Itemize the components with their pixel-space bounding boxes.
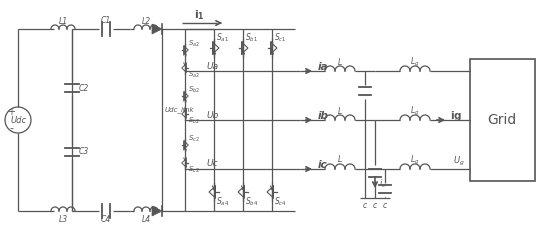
Polygon shape — [152, 24, 162, 34]
Text: c: c — [383, 201, 387, 210]
Text: Grid: Grid — [487, 113, 516, 127]
Text: $\mathbf{i_1}$: $\mathbf{i_1}$ — [194, 8, 205, 22]
Polygon shape — [209, 186, 216, 198]
Text: L3: L3 — [58, 214, 68, 223]
Text: C4: C4 — [101, 216, 111, 224]
Polygon shape — [213, 42, 219, 54]
Text: Uc: Uc — [206, 159, 218, 168]
Text: L: L — [338, 107, 342, 115]
Text: $S_{b4}$: $S_{b4}$ — [245, 196, 258, 208]
Polygon shape — [182, 110, 186, 118]
Polygon shape — [271, 42, 277, 54]
Text: Udc: Udc — [11, 115, 27, 125]
Text: L: L — [338, 58, 342, 66]
Text: $i_c$: $i_c$ — [379, 178, 387, 190]
Text: C3: C3 — [79, 147, 89, 157]
Text: L4: L4 — [141, 214, 151, 223]
Text: $S_{a2}$: $S_{a2}$ — [188, 70, 200, 80]
Text: c: c — [373, 201, 377, 210]
Text: Ua: Ua — [206, 61, 218, 71]
Text: $S_{a4}$: $S_{a4}$ — [216, 196, 229, 208]
Polygon shape — [267, 186, 273, 198]
Text: $S_{a1}$: $S_{a1}$ — [216, 32, 229, 44]
Polygon shape — [182, 64, 186, 72]
Polygon shape — [184, 46, 188, 54]
Text: +: + — [7, 107, 15, 117]
Text: $S_{b1}$: $S_{b1}$ — [245, 32, 258, 44]
Text: $L_g$: $L_g$ — [410, 55, 420, 69]
Bar — [470, 59, 535, 181]
Text: $S_{a2}$: $S_{a2}$ — [188, 39, 200, 49]
Text: $S_{c2}$: $S_{c2}$ — [188, 165, 200, 175]
Text: $L_g$: $L_g$ — [410, 104, 420, 118]
Polygon shape — [184, 92, 188, 100]
Text: $S_{c2}$: $S_{c2}$ — [188, 134, 200, 144]
Text: ia: ia — [318, 62, 328, 72]
Polygon shape — [184, 141, 188, 149]
Text: $L_g$: $L_g$ — [410, 153, 420, 167]
Text: $U_g$: $U_g$ — [453, 154, 465, 168]
Polygon shape — [182, 159, 186, 167]
Text: Ub: Ub — [206, 110, 218, 120]
Text: c: c — [363, 201, 367, 210]
Text: -: - — [9, 123, 13, 133]
Text: L1: L1 — [58, 16, 68, 26]
Text: $\mathbf{ig}$: $\mathbf{ig}$ — [450, 109, 462, 123]
Text: $S_{c4}$: $S_{c4}$ — [274, 196, 287, 208]
Text: C1: C1 — [101, 16, 111, 25]
Polygon shape — [241, 42, 248, 54]
Text: ic: ic — [318, 160, 328, 170]
Text: ib: ib — [318, 111, 329, 121]
Text: $S_{b2}$: $S_{b2}$ — [188, 116, 200, 126]
Polygon shape — [152, 206, 162, 216]
Text: $S_{b2}$: $S_{b2}$ — [188, 85, 200, 95]
Text: $S_{c1}$: $S_{c1}$ — [274, 32, 287, 44]
Text: L: L — [338, 156, 342, 164]
Text: Udc_link: Udc_link — [165, 107, 195, 113]
Text: C2: C2 — [79, 83, 89, 92]
Polygon shape — [238, 186, 244, 198]
Text: L2: L2 — [141, 16, 151, 26]
